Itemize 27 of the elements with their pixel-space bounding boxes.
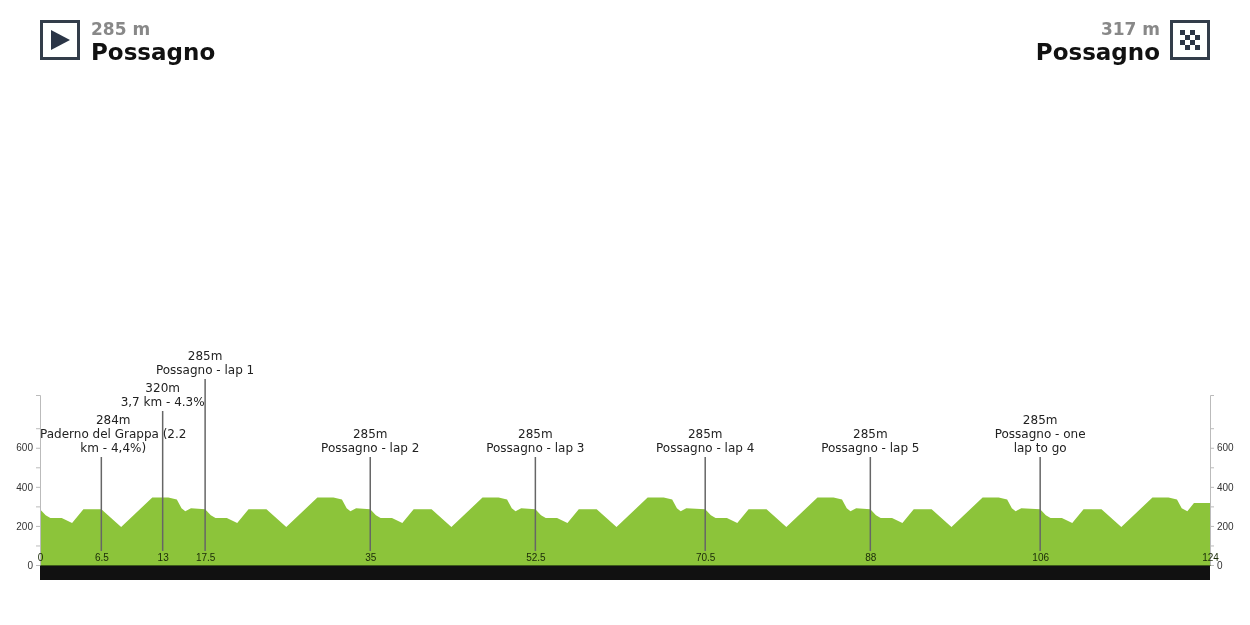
ref-line-label: 285m Possagno - lap 1 — [155, 349, 255, 377]
y2-tick-label: 400 — [1217, 481, 1235, 493]
x-tick-label: 0 — [37, 552, 44, 563]
x-tick-label: 13 — [157, 552, 170, 563]
ref-line-label: 284m Paderno del Grappa (2.2 km - 4,4%) — [40, 413, 187, 455]
y2-tick-label: 200 — [1217, 520, 1235, 532]
ref-line-label: 285m Possagno - lap 2 — [321, 427, 420, 455]
text: 285 m — [91, 19, 151, 39]
text: 317 m — [1100, 19, 1160, 39]
ref-line-label: 285m Possagno - one lap to go — [994, 413, 1086, 455]
y-tick-label: 200 — [16, 520, 34, 532]
y-tick-label: 600 — [16, 442, 34, 454]
text: Possagno — [91, 39, 216, 65]
ref-line-label: 285m Possagno - lap 5 — [821, 427, 920, 455]
x-tick-label: 6.5 — [94, 552, 110, 563]
x-tick-label: 35 — [365, 552, 377, 563]
x-tick-label: 70.5 — [695, 552, 716, 563]
x-tick-label: 52.5 — [526, 552, 547, 563]
x-tick-label: 88 — [865, 552, 877, 563]
x-tick-label: 17.5 — [195, 552, 216, 563]
y2-tick-label: 600 — [1217, 442, 1235, 454]
text: Possagno — [1035, 39, 1160, 65]
x-tick-label: 106 — [1032, 552, 1050, 563]
ref-line-label: 285m Possagno - lap 3 — [486, 427, 585, 455]
ref-line-label: 320m 3,7 km - 4.3% — [120, 381, 205, 409]
y-tick-label: 400 — [16, 481, 34, 493]
ref-line-label: 285m Possagno - lap 4 — [656, 427, 755, 455]
